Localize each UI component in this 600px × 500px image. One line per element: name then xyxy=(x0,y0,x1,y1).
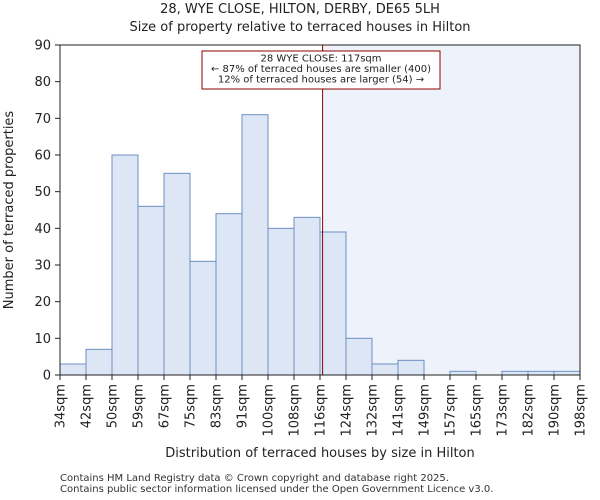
bar-108sqm xyxy=(293,216,321,376)
x-tick-label: 59sqm xyxy=(132,384,147,428)
y-tick-label: 90 xyxy=(34,39,51,54)
annotation-box xyxy=(201,50,441,90)
bar-34sqm xyxy=(59,363,87,376)
x-tick-label: 116sqm xyxy=(314,384,329,437)
chart-title: 28, WYE CLOSE, HILTON, DERBY, DE65 5LH xyxy=(160,2,440,17)
x-tick-label: 124sqm xyxy=(340,384,355,437)
x-axis: 34sqm 42sqm 50sqm 59sqm 67sqm 75sqm 83sqm 91sqm… xyxy=(54,375,589,437)
x-tick-label: 182sqm xyxy=(522,384,537,437)
bar-100sqm xyxy=(267,227,295,376)
annotation-line-1: 28 WYE CLOSE: 117sqm xyxy=(260,54,381,65)
marker-annotation: 28 WYE CLOSE: 117sqm ← 87% of terraced h… xyxy=(201,50,441,90)
bar-173sqm xyxy=(501,370,529,376)
x-tick-label: 173sqm xyxy=(496,384,511,437)
x-tick-label: 165sqm xyxy=(470,384,485,437)
y-tick-label: 0 xyxy=(43,369,51,384)
bar-50sqm xyxy=(111,154,139,376)
y-tick-label: 20 xyxy=(34,295,51,310)
y-tick-label: 40 xyxy=(34,222,51,237)
x-tick-label: 157sqm xyxy=(444,384,459,437)
footer-copyright: Contains HM Land Registry data © Crown c… xyxy=(60,473,449,484)
x-tick-label: 50sqm xyxy=(106,384,121,428)
x-tick-label: 100sqm xyxy=(262,384,277,437)
x-tick-label: 141sqm xyxy=(392,384,407,437)
x-tick-label: 198sqm xyxy=(574,384,589,437)
bar-83sqm xyxy=(215,213,243,376)
y-tick-label: 80 xyxy=(34,75,51,90)
x-tick-label: 91sqm xyxy=(236,384,251,428)
y-axis-label: Number of terraced properties xyxy=(2,111,17,310)
y-tick-label: 70 xyxy=(34,112,51,127)
bar-67sqm xyxy=(163,172,191,376)
x-tick-label: 67sqm xyxy=(158,384,173,428)
bar-75sqm xyxy=(189,260,217,376)
x-tick-label: 83sqm xyxy=(210,384,225,428)
bar-59sqm xyxy=(137,205,165,376)
bar-157sqm xyxy=(449,370,477,376)
y-tick-label: 60 xyxy=(34,149,51,164)
x-tick-label: 42sqm xyxy=(80,384,95,428)
x-tick-label: 34sqm xyxy=(54,384,69,428)
bar-182sqm xyxy=(527,370,555,376)
y-tick-label: 50 xyxy=(34,185,51,200)
bar-91sqm xyxy=(241,114,269,376)
larger-properties-region xyxy=(322,45,580,375)
y-axis: 0 10 20 30 40 50 60 70 80 90 xyxy=(34,39,60,384)
bar-141sqm xyxy=(397,359,425,376)
bar-42sqm xyxy=(85,348,113,376)
bar-132sqm xyxy=(371,363,399,376)
y-tick-label: 30 xyxy=(34,259,51,274)
x-tick-label: 75sqm xyxy=(184,384,199,428)
x-tick-label: 190sqm xyxy=(548,384,563,437)
bars-group xyxy=(59,114,581,376)
x-axis-label: Distribution of terraced houses by size … xyxy=(165,446,475,461)
annotation-line-3: 12% of terraced houses are larger (54) → xyxy=(218,75,424,86)
bar-116sqm xyxy=(319,231,347,376)
x-tick-label: 132sqm xyxy=(366,384,381,437)
x-tick-label: 149sqm xyxy=(418,384,433,437)
bar-190sqm xyxy=(553,370,581,376)
annotation-line-2: ← 87% of terraced houses are smaller (40… xyxy=(211,64,431,75)
y-tick-label: 10 xyxy=(34,332,51,347)
chart-subtitle: Size of property relative to terraced ho… xyxy=(129,20,471,35)
footer-licence: Contains public sector information licen… xyxy=(60,484,494,495)
x-tick-label: 108sqm xyxy=(288,384,303,437)
bar-124sqm xyxy=(345,337,373,376)
